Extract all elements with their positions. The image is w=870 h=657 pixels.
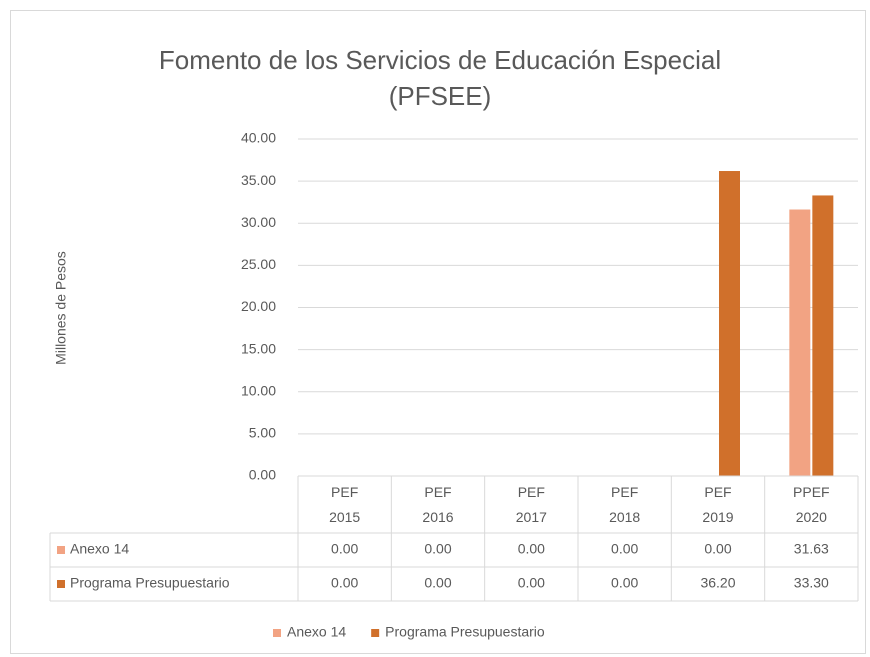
table-legend-key — [57, 546, 65, 554]
chart-frame — [10, 10, 866, 654]
table-value: 0.00 — [331, 575, 358, 591]
table-value: 0.00 — [424, 575, 451, 591]
table-value: 0.00 — [331, 541, 358, 557]
y-tick-label: 5.00 — [249, 425, 276, 441]
table-series-name: Programa Presupuestario — [70, 575, 230, 591]
table-value: 0.00 — [704, 541, 731, 557]
legend-key — [371, 629, 380, 637]
x-tick-label: PEF 2019 — [702, 484, 733, 525]
y-tick-label: 35.00 — [241, 172, 276, 188]
y-tick-label: 10.00 — [241, 382, 276, 398]
y-tick-label: 20.00 — [241, 298, 276, 314]
chart-title: Fomento de los Servicios de Educación Es… — [158, 45, 722, 111]
table-legend-key — [57, 580, 65, 588]
table-value: 36.20 — [700, 575, 735, 591]
bar — [812, 195, 834, 476]
x-tick-label: PPEF 2020 — [793, 484, 830, 525]
y-axis-label: Millones de Pesos — [53, 251, 69, 365]
table-value: 0.00 — [424, 541, 451, 557]
legend-label: Programa Presupuestario — [385, 624, 545, 640]
x-tick-label: PEF 2016 — [422, 484, 453, 525]
table-value: 33.30 — [794, 575, 829, 591]
legend-label: Anexo 14 — [287, 624, 346, 640]
y-tick-label: 0.00 — [249, 467, 276, 483]
y-tick-label: 15.00 — [241, 340, 276, 356]
x-tick-label: PEF 2018 — [609, 484, 640, 525]
table-value: 31.63 — [794, 541, 829, 557]
table-value: 0.00 — [518, 541, 545, 557]
legend-key — [273, 629, 281, 637]
y-tick-label: 25.00 — [241, 256, 276, 272]
bar — [719, 171, 740, 476]
y-tick-label: 30.00 — [241, 214, 276, 230]
table-value: 0.00 — [611, 575, 638, 591]
x-tick-label: PEF 2017 — [516, 484, 547, 525]
y-tick-label: 40.00 — [241, 130, 276, 146]
x-tick-label: PEF 2015 — [329, 484, 360, 525]
table-series-name: Anexo 14 — [70, 541, 129, 557]
table-value: 0.00 — [518, 575, 545, 591]
table-value: 0.00 — [611, 541, 638, 557]
bar — [789, 209, 811, 476]
